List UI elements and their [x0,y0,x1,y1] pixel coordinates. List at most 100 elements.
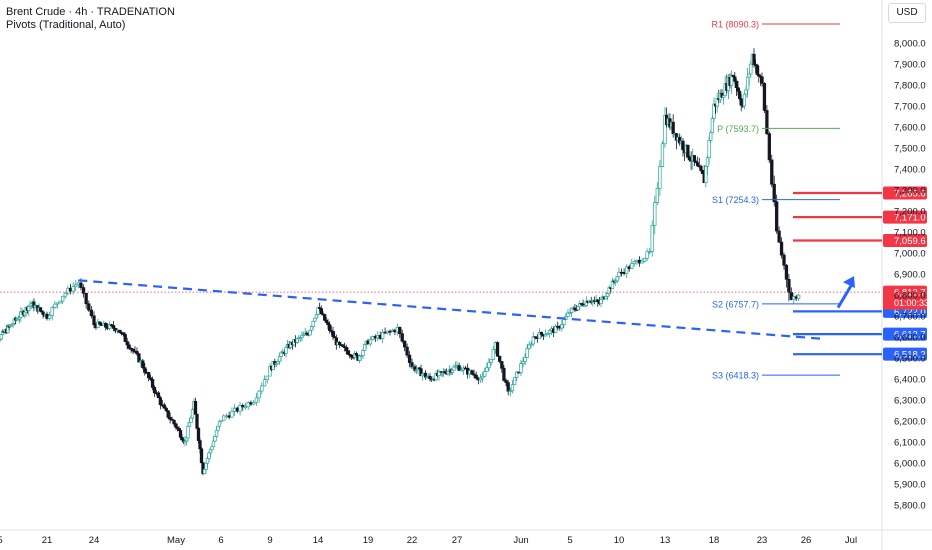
candle-body [338,342,342,345]
candle-body [457,365,461,371]
candle-body [508,390,512,392]
y-tick-label: 6,300.0 [894,396,926,407]
candle-body [254,397,259,403]
candle-body [123,334,127,342]
candle-body [222,415,226,421]
x-tick-label: 5 [0,535,3,546]
pivot-label-s3: S3 (6418.3) [712,371,759,381]
candle-body [660,143,665,167]
y-tick-label: 6,200.0 [894,417,926,428]
candle-body [331,330,335,337]
y-tick-label: 7,600.0 [894,123,926,134]
current-price-countdown: 01:00:33 [894,298,929,308]
candle-body [368,339,373,345]
y-tick-label: 6,700.0 [894,312,926,323]
resistance-level-tag [883,210,927,224]
candle-body [164,407,168,412]
candle-body [599,299,603,304]
candle-body [787,278,791,293]
candle-body [311,320,315,327]
candle-body [147,372,151,379]
candle-body [84,292,88,305]
candle-body [71,286,75,292]
candle-body [224,415,229,418]
candle-body [314,314,319,319]
candle-body [459,369,463,372]
currency-button[interactable]: USD [888,3,926,23]
candle-body [470,370,474,375]
resistance-level-tag [883,233,927,247]
candle-body [707,140,711,159]
candle-body [400,333,404,342]
candle-body [98,321,102,325]
candle-body [687,156,692,161]
pivot-lines: R1 (8090.3) P (7593.7) S1 (7254.3) S2 (6757… [711,20,840,381]
candle-body [217,421,222,427]
candle-body [506,382,510,392]
x-tick-label: 21 [42,535,53,546]
candle-body [686,144,690,158]
candle-body [328,324,332,331]
indicator-label: Pivots (Traditional, Auto) [6,19,126,31]
candle-body [640,260,644,264]
candle-body [617,271,621,277]
candle-body [196,427,201,441]
candle-body [650,224,654,252]
y-tick-label: 8,000.0 [894,39,926,50]
candle-body [214,429,219,437]
candle-body [344,347,348,352]
candle-body [172,419,176,425]
candle-body [170,418,174,421]
y-tick-label: 7,900.0 [894,60,926,71]
candle-body [765,110,769,135]
candle-body [246,402,250,408]
candle-body [625,266,629,274]
candle-body [96,321,100,328]
candle-body [545,333,550,335]
candles [0,48,801,476]
candle-body [45,313,49,319]
candle-body [782,254,786,266]
candle-body [87,303,91,311]
candle-body [388,330,392,333]
candle-body [632,261,636,264]
candle-body [655,187,659,203]
candle-body [543,334,548,337]
candle-body [284,347,288,354]
candle-body [230,410,234,418]
candle-body [423,372,428,378]
y-tick-label: 6,400.0 [894,375,926,386]
candle-body [63,292,67,297]
resistance-level-label: 7,171.0 [894,213,926,224]
y-tick-label: 6,900.0 [894,270,926,281]
candle-body [739,98,743,106]
candle-body [755,64,759,75]
candle-body [560,324,564,329]
y-tick-label: 7,800.0 [894,81,926,92]
candle-body [502,367,506,381]
candle-body [700,170,705,174]
candle-body [489,358,493,363]
candle-body [202,469,207,474]
candle-body [210,446,214,451]
candle-body [89,309,94,317]
candle-body [193,401,198,415]
x-tick-label: May [167,535,185,546]
candle-body [111,325,116,329]
candle-body [186,425,190,439]
candle-body [480,375,485,379]
candle-body [744,89,748,95]
candle-body [249,402,253,405]
x-tick-label: 9 [267,535,272,546]
candle-body [537,331,542,340]
y-tick-label: 6,800.0 [894,291,926,302]
x-tick-label: 13 [660,535,671,546]
candle-body [187,422,192,427]
candle-body [131,348,135,352]
candle-body [79,282,83,288]
y-tick-label: 7,500.0 [894,144,926,155]
candle-body [198,440,202,450]
candle-body [381,331,385,339]
candle-body [208,449,213,454]
